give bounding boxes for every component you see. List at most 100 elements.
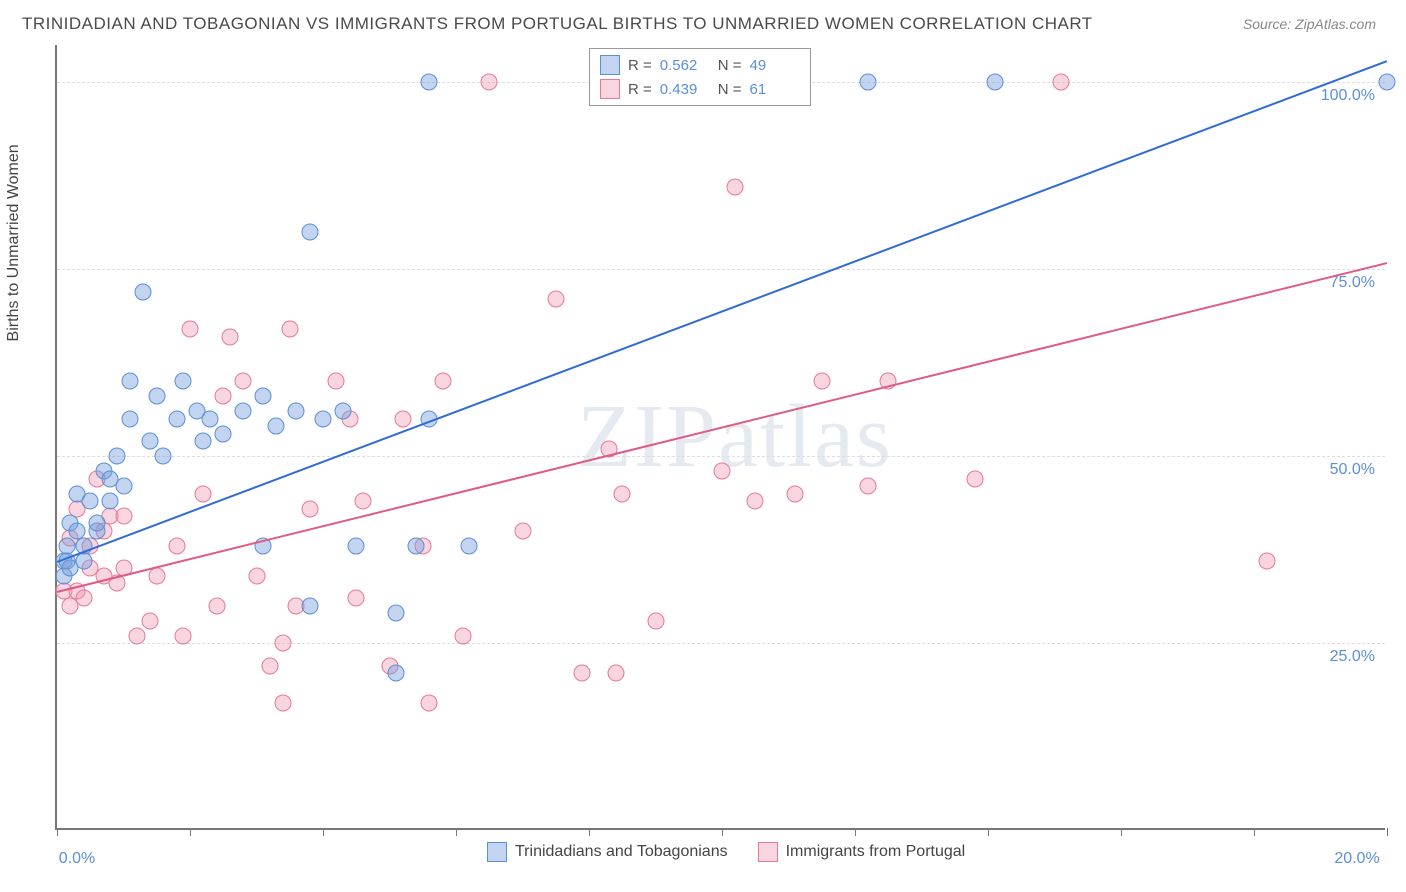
chart-container: TRINIDADIAN AND TOBAGONIAN VS IMMIGRANTS… [0, 0, 1406, 892]
x-tick [722, 828, 723, 836]
legend-label: Immigrants from Portugal [786, 843, 966, 861]
data-point-series-b [966, 470, 983, 487]
data-point-series-b [860, 478, 877, 495]
y-tick-label: 50.0% [1330, 461, 1375, 479]
data-point-series-b [354, 493, 371, 510]
data-point-series-b [481, 74, 498, 91]
data-point-series-b [275, 694, 292, 711]
y-tick-label: 75.0% [1330, 274, 1375, 292]
data-point-series-b [434, 373, 451, 390]
data-point-series-b [607, 665, 624, 682]
legend-swatch [487, 842, 507, 862]
data-point-series-b [142, 612, 159, 629]
data-point-series-a [315, 410, 332, 427]
data-point-series-b [328, 373, 345, 390]
data-point-series-b [614, 485, 631, 502]
data-point-series-b [727, 179, 744, 196]
data-point-series-a [301, 597, 318, 614]
data-point-series-b [261, 657, 278, 674]
data-point-series-a [235, 403, 252, 420]
data-point-series-b [787, 485, 804, 502]
correlation-legend: R =0.562N =49R =0.439N =61 [589, 48, 811, 106]
data-point-series-a [1379, 74, 1396, 91]
series-legend: Trinidadians and Tobagonians Immigrants f… [487, 842, 965, 862]
data-point-series-a [421, 74, 438, 91]
x-tick [855, 828, 856, 836]
data-point-series-a [860, 74, 877, 91]
data-point-series-b [175, 627, 192, 644]
data-point-series-a [215, 425, 232, 442]
x-tick [1387, 828, 1388, 836]
data-point-series-b [115, 508, 132, 525]
data-point-series-b [168, 537, 185, 554]
watermark: ZIPatlas [577, 385, 893, 488]
chart-title: TRINIDADIAN AND TOBAGONIAN VS IMMIGRANTS… [22, 14, 1093, 34]
data-point-series-b [1053, 74, 1070, 91]
data-point-series-a [155, 448, 172, 465]
data-point-series-b [208, 597, 225, 614]
data-point-series-b [281, 321, 298, 338]
gridline [57, 643, 1385, 644]
data-point-series-a [255, 388, 272, 405]
x-tick-label: 20.0% [1334, 850, 1379, 868]
x-tick [589, 828, 590, 836]
data-point-series-b [221, 328, 238, 345]
source-attribution: Source: ZipAtlas.com [1243, 16, 1376, 32]
x-tick [456, 828, 457, 836]
data-point-series-a [986, 74, 1003, 91]
legend-row: R =0.562N =49 [600, 53, 800, 77]
data-point-series-b [574, 665, 591, 682]
data-point-series-a [148, 388, 165, 405]
x-tick-label: 0.0% [59, 850, 95, 868]
data-point-series-b [547, 291, 564, 308]
data-point-series-a [408, 537, 425, 554]
data-point-series-a [348, 537, 365, 554]
data-point-series-b [394, 410, 411, 427]
y-tick-label: 100.0% [1321, 87, 1375, 105]
y-axis-label: Births to Unmarried Women [5, 144, 23, 341]
data-point-series-a [142, 433, 159, 450]
data-point-series-b [275, 635, 292, 652]
data-point-series-a [201, 410, 218, 427]
data-point-series-b [195, 485, 212, 502]
x-tick [988, 828, 989, 836]
plot-area: ZIPatlas 25.0%50.0%75.0%100.0%0.0%20.0%R… [55, 45, 1385, 830]
data-point-series-a [168, 410, 185, 427]
legend-swatch [600, 79, 620, 99]
data-point-series-a [268, 418, 285, 435]
data-point-series-a [135, 283, 152, 300]
data-point-series-b [248, 567, 265, 584]
data-point-series-b [1259, 552, 1276, 569]
data-point-series-b [182, 321, 199, 338]
data-point-series-a [122, 410, 139, 427]
legend-swatch [758, 842, 778, 862]
data-point-series-a [115, 478, 132, 495]
data-point-series-a [388, 665, 405, 682]
data-point-series-b [421, 694, 438, 711]
data-point-series-a [195, 433, 212, 450]
data-point-series-a [388, 605, 405, 622]
legend-item: Trinidadians and Tobagonians [487, 842, 728, 862]
data-point-series-b [148, 567, 165, 584]
data-point-series-a [301, 223, 318, 240]
data-point-series-b [747, 493, 764, 510]
data-point-series-b [514, 522, 531, 539]
data-point-series-b [75, 590, 92, 607]
x-tick [1254, 828, 1255, 836]
legend-swatch [600, 55, 620, 75]
data-point-series-a [108, 448, 125, 465]
data-point-series-a [334, 403, 351, 420]
x-tick [190, 828, 191, 836]
x-tick [1121, 828, 1122, 836]
data-point-series-a [175, 373, 192, 390]
data-point-series-a [122, 373, 139, 390]
data-point-series-a [461, 537, 478, 554]
legend-label: Trinidadians and Tobagonians [515, 843, 728, 861]
data-point-series-a [288, 403, 305, 420]
y-tick-label: 25.0% [1330, 648, 1375, 666]
data-point-series-a [82, 493, 99, 510]
data-point-series-a [88, 515, 105, 532]
x-tick [57, 828, 58, 836]
x-tick [323, 828, 324, 836]
data-point-series-b [215, 388, 232, 405]
